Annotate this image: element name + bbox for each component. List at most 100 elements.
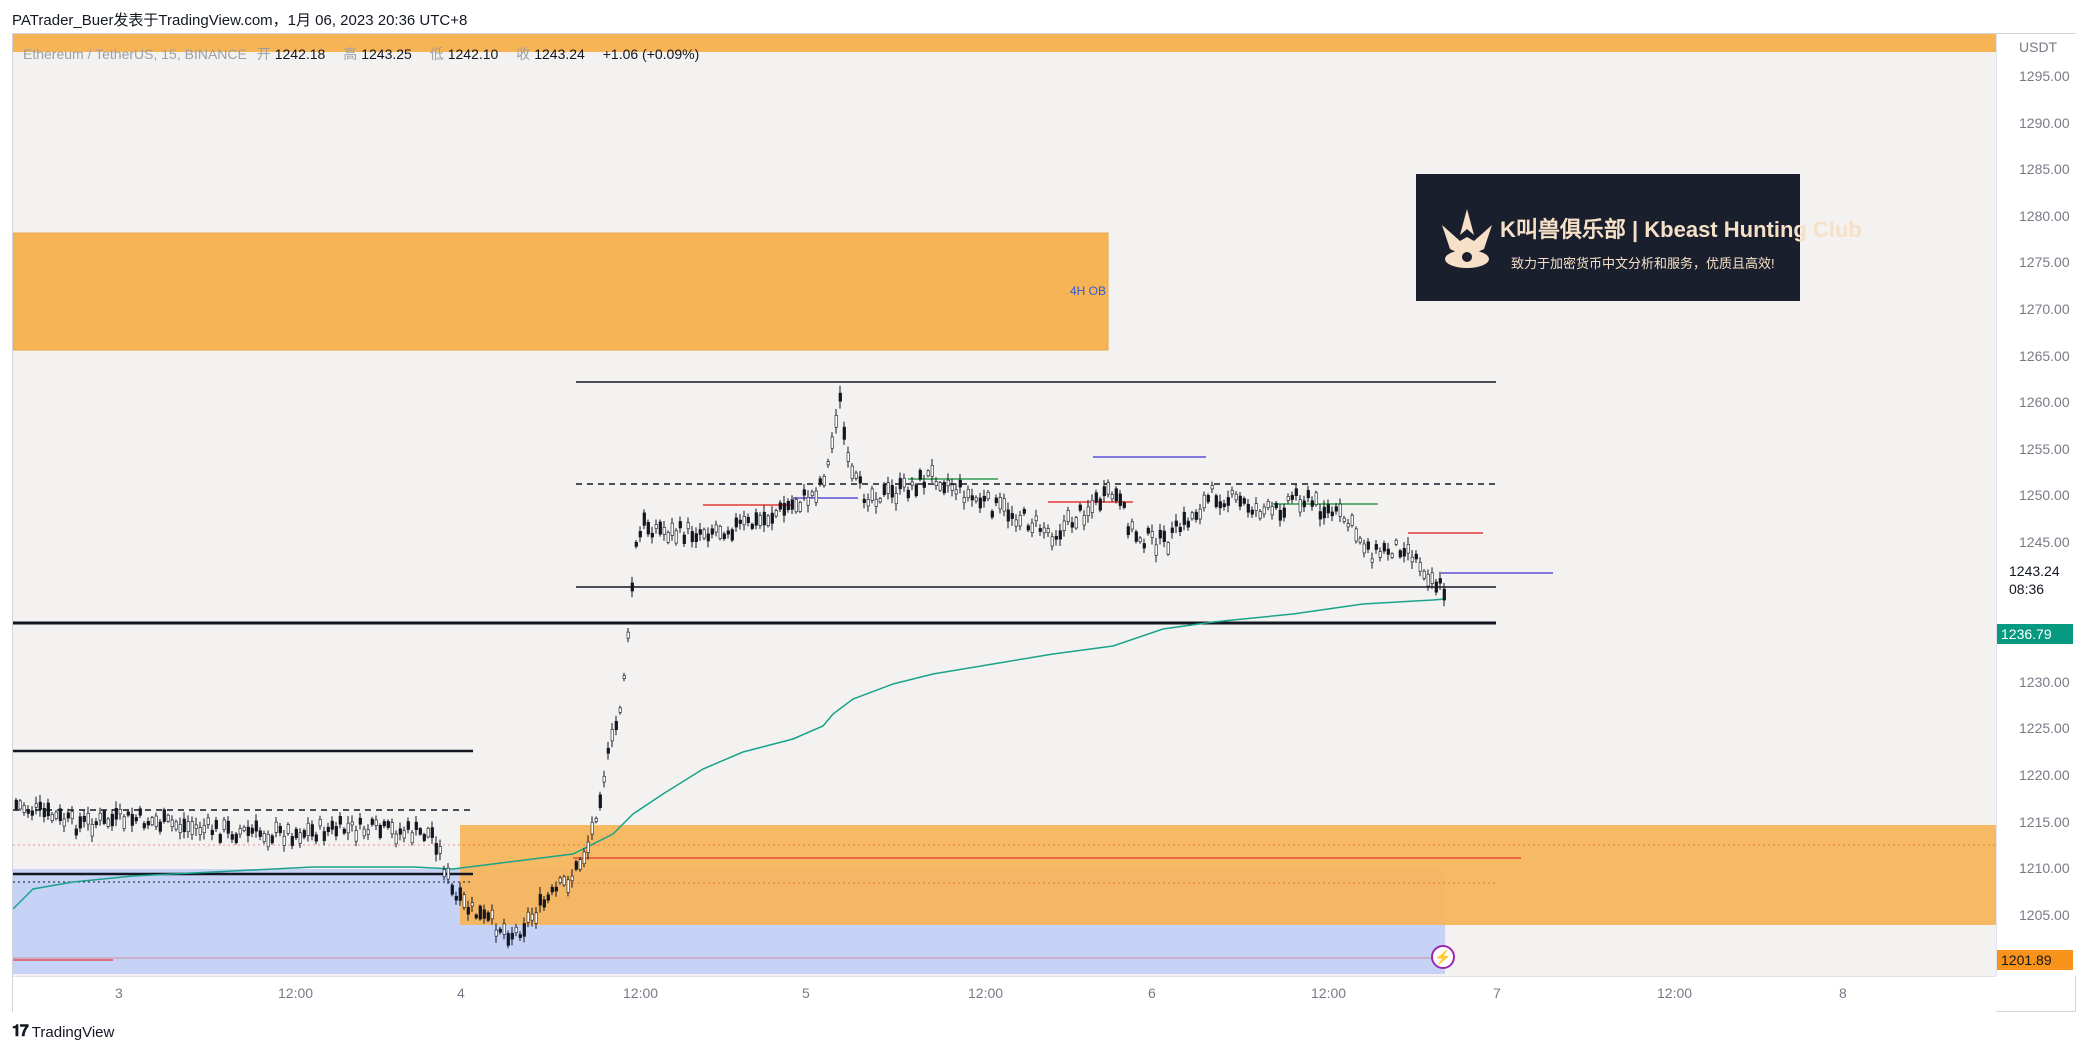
- club-title: K叫兽俱乐部 | Kbeast Hunting Club: [1500, 217, 1862, 242]
- candle-body: [446, 867, 450, 880]
- candle-body: [294, 828, 298, 839]
- open-label: 开: [256, 46, 271, 62]
- candle-body: [878, 498, 882, 503]
- candle-body: [70, 811, 74, 820]
- candle-body: [106, 818, 110, 827]
- candle-body: [1010, 513, 1014, 519]
- candle-body: [254, 820, 258, 832]
- time-axis[interactable]: 3 12:00 4 12:00 5 12:00 6 12:00 7 12:00 8: [13, 976, 1996, 1012]
- candle-body: [1190, 512, 1194, 520]
- candle-body: [1094, 492, 1098, 503]
- price-tick: 1260.00: [2019, 394, 2070, 411]
- candle-body: [1362, 543, 1366, 554]
- time-tick: 12:00: [278, 985, 314, 1001]
- candle-body: [250, 827, 254, 834]
- candle-body: [734, 517, 738, 528]
- candle-body: [1438, 578, 1442, 584]
- candle-body: [882, 483, 886, 496]
- candle-body: [518, 934, 522, 938]
- candle-body: [1174, 520, 1178, 527]
- candle-body: [354, 830, 358, 842]
- beast-emblem-icon: [1442, 209, 1492, 268]
- candle-body: [338, 816, 342, 825]
- candle-body: [154, 815, 158, 827]
- candle-body: [1378, 551, 1382, 558]
- price-chart-canvas[interactable]: [13, 34, 1996, 976]
- candle-body: [862, 498, 866, 503]
- price-tick: 1210.00: [2019, 860, 2070, 877]
- candle-body: [94, 821, 98, 826]
- high-label: 高: [343, 46, 358, 62]
- candle-body: [138, 808, 142, 816]
- chart-container[interactable]: Ethereum / TetherUS, 15, BINANCE 开 1242.1…: [12, 33, 2076, 1012]
- candle-body: [466, 906, 470, 915]
- candle-body: [82, 815, 86, 822]
- candle-body: [846, 452, 850, 462]
- low-label: 低: [429, 46, 444, 62]
- candle-body: [1130, 521, 1134, 530]
- candle-body: [214, 820, 218, 829]
- candle-body: [750, 523, 754, 529]
- candle-body: [702, 529, 706, 539]
- candle-body: [210, 829, 214, 836]
- candle-body: [66, 812, 70, 819]
- candle-body: [594, 818, 598, 822]
- candle-body: [990, 511, 994, 518]
- candle-body: [762, 511, 766, 526]
- candle-body: [370, 818, 374, 825]
- candle-body: [1370, 558, 1374, 563]
- candle-body: [318, 819, 322, 827]
- club-logo-banner: K叫兽俱乐部 | Kbeast Hunting Club 致力于加密货币中文分析…: [1416, 174, 1862, 301]
- candle-body: [270, 835, 274, 844]
- candle-body: [310, 824, 314, 837]
- candle-body: [1138, 537, 1142, 543]
- candle-body: [1226, 497, 1230, 506]
- candle-body: [810, 491, 814, 496]
- price-axis[interactable]: USDT 1295.00 1290.00 1285.00 1280.00 1275.00…: [1996, 34, 2076, 976]
- lightning-alert-icon[interactable]: ⚡: [1431, 945, 1455, 969]
- candle-body: [374, 819, 378, 826]
- candle-body: [1070, 522, 1074, 528]
- candle-body: [1410, 556, 1414, 563]
- candle-body: [982, 495, 986, 502]
- candle-body: [658, 521, 662, 535]
- candle-body: [782, 502, 786, 516]
- candle-body: [770, 512, 774, 524]
- candle-body: [1302, 500, 1306, 508]
- candle-body: [1150, 531, 1154, 538]
- symbol-legend[interactable]: Ethereum / TetherUS, 15, BINANCE 开 1242.1…: [23, 44, 699, 64]
- candle-body: [942, 482, 946, 494]
- candle-body: [1342, 517, 1346, 522]
- chart-plot-area[interactable]: Ethereum / TetherUS, 15, BINANCE 开 1242.1…: [13, 34, 1996, 976]
- candle-body: [1310, 500, 1314, 507]
- candle-body: [158, 821, 162, 832]
- candle-body: [1270, 506, 1274, 516]
- candle-body: [482, 909, 486, 919]
- candle-body: [970, 495, 974, 501]
- candle-body: [1242, 498, 1246, 504]
- candle-body: [822, 476, 826, 486]
- candle-body: [1074, 517, 1078, 529]
- chart-attribution: PATrader_Buer发表于TradingView.com，1月 06, 2…: [12, 12, 468, 29]
- candle-body: [958, 479, 962, 488]
- vwap-line: [13, 598, 1446, 910]
- candle-body: [54, 811, 58, 819]
- candle-body: [1366, 541, 1370, 550]
- candle-body: [1334, 506, 1338, 512]
- candle-body: [50, 814, 54, 821]
- candle-body: [954, 489, 958, 495]
- candle-body: [1050, 536, 1054, 547]
- candle-body: [678, 521, 682, 529]
- candle-body: [906, 489, 910, 499]
- open-value: 1242.18: [274, 46, 326, 62]
- candle-body: [18, 800, 22, 810]
- candle-body: [522, 923, 526, 937]
- candle-body: [950, 484, 954, 491]
- candle-body: [1182, 511, 1186, 525]
- candle-body: [934, 481, 938, 486]
- symbol-name[interactable]: Ethereum / TetherUS, 15, BINANCE: [23, 46, 247, 62]
- tradingview-footer[interactable]: 𝟏𝟕 TradingView: [12, 1023, 114, 1041]
- candle-body: [1274, 502, 1278, 509]
- candle-body: [866, 498, 870, 507]
- candle-body: [342, 828, 346, 834]
